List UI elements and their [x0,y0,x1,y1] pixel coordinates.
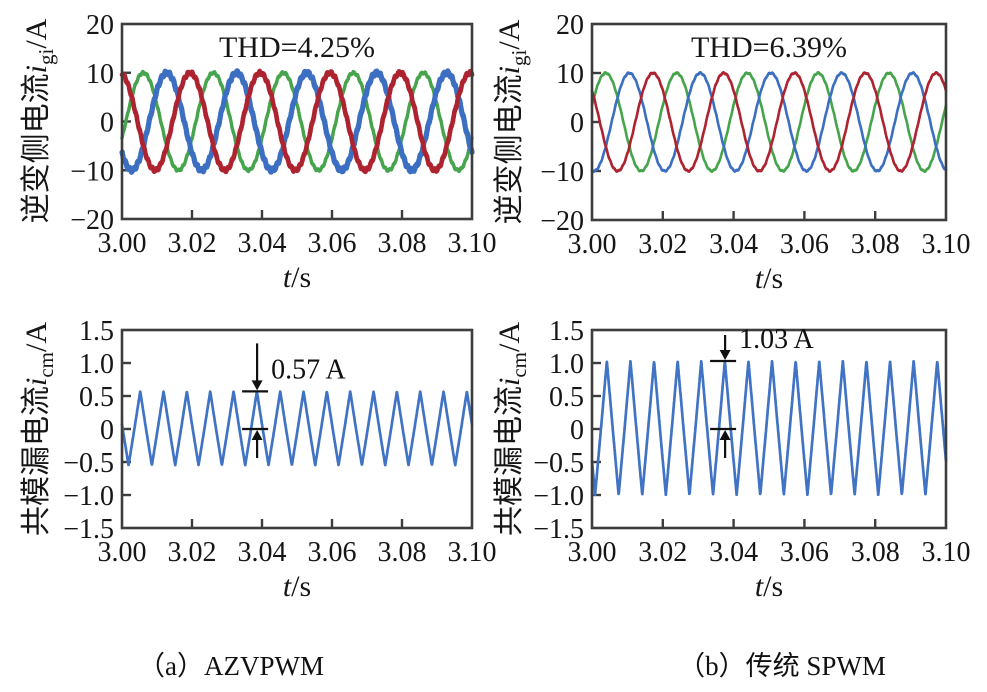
thd-annotation: THD=6.39% [691,31,847,64]
svg-text:10: 10 [556,59,584,90]
svg-text:−0.5: −0.5 [63,448,114,479]
svg-text:3.08: 3.08 [851,229,900,260]
svg-text:3.04: 3.04 [238,537,287,568]
svg-text:3.00: 3.00 [98,228,147,259]
y-axis-unit: /A [20,322,53,352]
y-axis-label-prefix: 逆变侧电流 [20,73,53,223]
svg-text:3.02: 3.02 [638,229,687,260]
caption-a: （a）AZVPWM [138,651,324,681]
svg-text:3.08: 3.08 [378,228,427,259]
cm-peak-label: 1.03 A [739,324,814,355]
svg-text:1.5: 1.5 [79,316,114,347]
svg-text:−1.5: −1.5 [63,514,114,545]
x-axis-unit: /s [763,262,783,295]
y-axis-label-prefix: 共模漏电流 [20,386,53,536]
svg-text:3.10: 3.10 [922,229,971,260]
svg-text:−1.0: −1.0 [63,481,114,512]
svg-text:−0.5: −0.5 [533,448,584,479]
y-axis-unit: /A [493,19,526,49]
svg-text:0.5: 0.5 [549,382,584,413]
y-axis-label: 共模漏电流icm/A [20,322,58,536]
y-axis-symbol: i [493,66,526,74]
svg-text:3.00: 3.00 [98,537,147,568]
y-axis-label-prefix: 逆变侧电流 [493,74,526,224]
y-axis-label-prefix: 共模漏电流 [493,386,526,536]
svg-text:0: 0 [570,108,584,139]
plot-area: 20 10 0 −10 −203.00 3.02 3.04 3.06 3.08 3.10 [540,10,970,260]
svg-text:−10: −10 [540,157,584,188]
y-axis-unit: /A [20,18,53,48]
x-axis-symbol: t [755,262,764,295]
svg-text:20: 20 [556,10,584,41]
y-axis-unit: /A [493,322,526,352]
x-axis-symbol: t [283,261,292,294]
caption-b: （b）传统 SPWM [678,651,886,681]
cm-peak-label: 0.57 A [271,354,346,385]
y-axis-symbol: i [20,378,53,386]
y-axis-subscript: cm [34,352,58,378]
x-axis-label: t/s [283,570,311,603]
svg-text:3.06: 3.06 [780,537,829,568]
svg-text:3.04: 3.04 [238,228,287,259]
y-axis-subscript: gi [34,49,58,66]
plot-area: 20 10 0 −10 −203.00 3.02 3.04 3.06 3.08 3.10 [70,10,496,259]
svg-text:−20: −20 [70,205,114,236]
x-axis-label: t/s [755,262,783,295]
svg-text:0: 0 [570,415,584,446]
svg-text:3.00: 3.00 [568,229,617,260]
svg-text:−20: −20 [540,206,584,237]
x-axis-unit: /s [291,261,311,294]
svg-text:3.08: 3.08 [851,537,900,568]
svg-text:3.06: 3.06 [308,537,357,568]
y-axis-subscript: cm [507,352,531,378]
svg-text:3.10: 3.10 [448,228,497,259]
svg-text:0: 0 [100,108,114,139]
chart-cm-current-spwm: 1.51.00.50−0.5−1.0−1.53.00 3.02 3.04 3.06 3.… [493,316,971,603]
svg-text:3.02: 3.02 [168,537,217,568]
svg-text:3.10: 3.10 [448,537,497,568]
x-axis-unit: /s [763,570,783,603]
svg-text:1.5: 1.5 [549,316,584,347]
svg-text:3.10: 3.10 [922,537,971,568]
x-axis-label: t/s [755,570,783,603]
svg-text:10: 10 [86,59,114,90]
svg-text:0.5: 0.5 [79,382,114,413]
chart-inverter-current-azvpwm: 20 10 0 −10 −203.00 3.02 3.04 3.06 3.08 3.10 THD=… [20,10,497,294]
y-axis-label: 逆变侧电流igi/A [493,19,531,224]
thd-annotation: THD=4.25% [219,31,375,64]
svg-text:3.00: 3.00 [568,537,617,568]
x-axis-symbol: t [755,570,764,603]
svg-text:0: 0 [100,415,114,446]
y-axis-label: 逆变侧电流igi/A [20,18,58,223]
svg-text:3.02: 3.02 [638,537,687,568]
svg-text:−1.5: −1.5 [533,514,584,545]
chart-inverter-current-spwm: 20 10 0 −10 −203.00 3.02 3.04 3.06 3.08 3.10 THD=… [493,10,971,295]
svg-text:3.06: 3.06 [308,228,357,259]
x-axis-label: t/s [283,261,311,294]
svg-text:20: 20 [86,10,114,41]
svg-text:−1.0: −1.0 [533,481,584,512]
svg-text:3.08: 3.08 [378,537,427,568]
svg-text:1.0: 1.0 [79,349,114,380]
svg-text:3.04: 3.04 [709,537,758,568]
svg-text:1.0: 1.0 [549,349,584,380]
x-axis-symbol: t [283,570,292,603]
x-axis-unit: /s [291,570,311,603]
plot-area: 1.51.00.50−0.5−1.0−1.53.00 3.02 3.04 3.06 3.… [63,316,496,568]
y-axis-symbol: i [493,378,526,386]
svg-text:−10: −10 [70,156,114,187]
svg-text:3.06: 3.06 [780,229,829,260]
chart-cm-current-azvpwm: 1.51.00.50−0.5−1.0−1.53.00 3.02 3.04 3.06 3.… [20,316,497,603]
y-axis-subscript: gi [507,50,531,67]
y-axis-label: 共模漏电流icm/A [493,322,531,536]
svg-text:3.02: 3.02 [168,228,217,259]
svg-text:3.04: 3.04 [709,229,758,260]
plot-area: 1.51.00.50−0.5−1.0−1.53.00 3.02 3.04 3.06 3.… [533,316,970,568]
y-axis-symbol: i [20,65,53,73]
